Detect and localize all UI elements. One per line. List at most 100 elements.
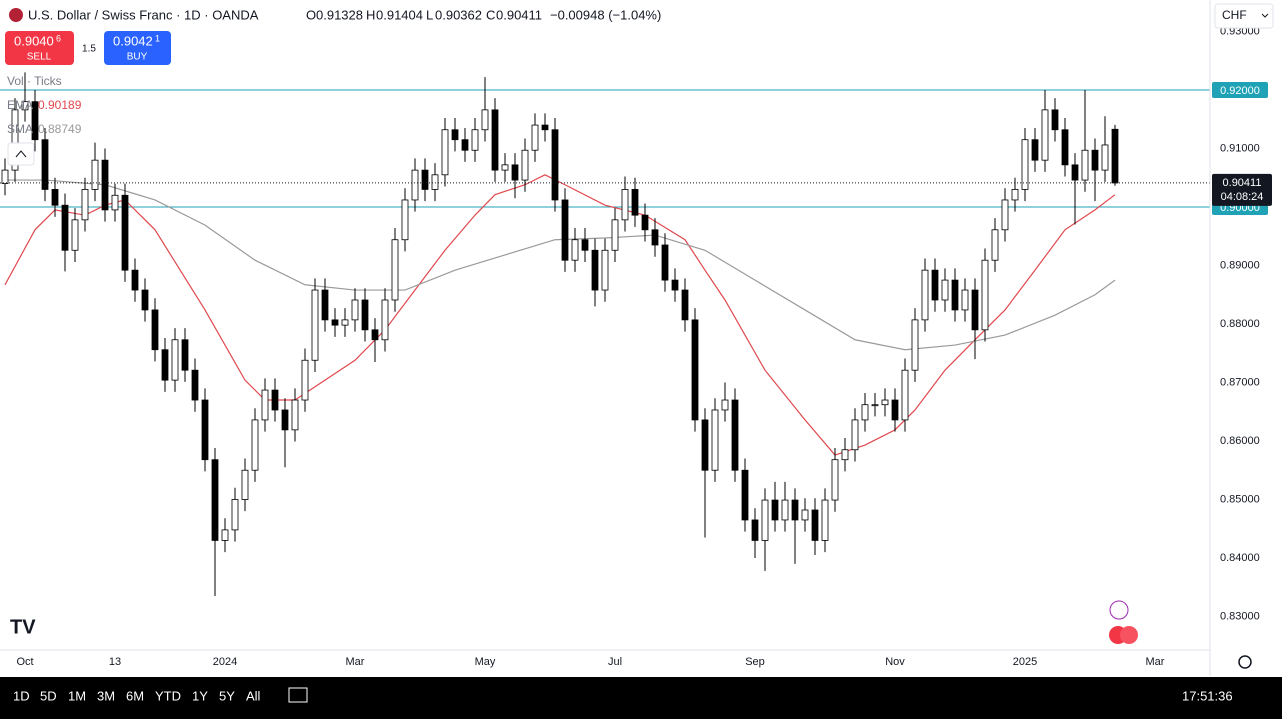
candle-body (1091, 149, 1099, 171)
candle-body (101, 159, 109, 211)
candle-body (941, 279, 949, 301)
x-tick-label: Mar (346, 656, 365, 668)
candle-body (131, 269, 139, 291)
candle-body (61, 204, 69, 251)
candle-body (801, 509, 809, 521)
candle-body (321, 289, 329, 321)
currency-select[interactable] (1214, 3, 1274, 29)
settings-icon[interactable] (1238, 655, 1252, 669)
candle-body (421, 169, 429, 190)
candle-body (571, 239, 579, 261)
close-label: C (486, 7, 495, 22)
candle-body (291, 399, 299, 431)
candle-body (1061, 129, 1069, 166)
buy-pip: 1 (155, 33, 160, 43)
change-value: −0.00948 (−1.04%) (550, 7, 661, 22)
candle-body (411, 169, 419, 201)
buy-button[interactable]: 0.9042 1 BUY (104, 31, 171, 65)
indicator-value: 0.88749 (38, 122, 82, 136)
candle-body (221, 529, 229, 541)
candle-body (521, 149, 529, 181)
candle-body (811, 509, 819, 541)
last-price-label: 0.90411 (1223, 177, 1262, 189)
candle-body (561, 199, 569, 261)
plot-area (0, 72, 1210, 597)
range-button[interactable]: 5Y (219, 688, 235, 703)
open-value: 0.91328 (316, 7, 363, 22)
candle-body (961, 289, 969, 311)
axes: 0.83000 0.84000 0.85000 0.86000 0.87000 0.880… (16, 25, 1272, 668)
flag-icon (9, 8, 23, 22)
candle-body (391, 239, 399, 301)
indicator-value: 0.90189 (38, 98, 82, 112)
last-price-badge (1212, 173, 1272, 206)
candle-body (721, 399, 729, 411)
candle-body (121, 194, 129, 271)
candle-body (1, 169, 9, 184)
range-button[interactable]: 5D (40, 688, 57, 703)
collapse-button[interactable] (7, 142, 35, 166)
y-tick-label: 0.88000 (1220, 318, 1260, 330)
candle-body (971, 289, 979, 331)
x-tick-label: Mar (1146, 656, 1165, 668)
range-button[interactable]: 3M (97, 688, 115, 703)
sell-label: SELL (27, 52, 52, 63)
candle-body (201, 399, 209, 461)
high-value: 0.91404 (376, 7, 423, 22)
candle-body (41, 139, 49, 190)
candle-body (531, 124, 539, 151)
candle-body (241, 469, 249, 500)
candle-body (861, 404, 869, 421)
y-tick-label: 0.83000 (1220, 610, 1260, 622)
event-icon[interactable] (1109, 600, 1129, 620)
date-range-icon[interactable] (288, 687, 308, 703)
candle-body (161, 349, 169, 381)
candle-body (111, 194, 119, 211)
range-button[interactable]: YTD (155, 688, 181, 703)
hline-label: 0.92000 (1220, 85, 1260, 97)
x-tick-label: Nov (885, 656, 905, 668)
range-buttons: 1D 5D 1M 3M 6M YTD 1Y 5Y All (13, 688, 261, 703)
candle-body (711, 409, 719, 471)
range-button[interactable]: 1D (13, 688, 30, 703)
candle-body (441, 129, 449, 176)
candle-body (581, 239, 589, 251)
candle-body (871, 404, 879, 407)
candle-body (191, 369, 199, 401)
candle-body (1011, 189, 1019, 201)
candle-body (401, 199, 409, 241)
candle-body (621, 189, 629, 221)
candle-body (821, 499, 829, 541)
candle-body (791, 499, 799, 521)
range-button[interactable]: 1M (68, 688, 86, 703)
volume-legend[interactable]: Vol · Ticks (7, 74, 62, 88)
sell-button[interactable]: 0.9040 6 SELL (5, 31, 74, 65)
candle-body (691, 319, 699, 421)
candle-body (141, 289, 149, 311)
candle-body (1101, 144, 1109, 171)
candle-body (431, 174, 439, 190)
sell-bg (5, 31, 74, 65)
candle-body (1111, 128, 1119, 184)
indicator-name[interactable]: EMA (7, 98, 33, 112)
candle-body (881, 399, 889, 406)
candle-body (381, 299, 389, 341)
flag-event[interactable] (1120, 626, 1138, 644)
range-button[interactable]: 6M (126, 688, 144, 703)
indicator-name[interactable]: SMA (7, 122, 33, 136)
candle-body (231, 499, 239, 531)
candle-body (271, 389, 279, 411)
candle-body (71, 219, 79, 251)
candle-body (851, 419, 859, 451)
range-button[interactable]: 1Y (192, 688, 208, 703)
buy-price: 0.9042 (113, 33, 153, 48)
candle-body (281, 409, 289, 431)
candle-body (471, 129, 479, 151)
candle-body (601, 249, 609, 291)
candle-body (311, 289, 319, 361)
candle-body (171, 339, 179, 381)
candle-body (31, 101, 39, 141)
range-button[interactable]: All (246, 688, 261, 703)
sell-price: 0.9040 (14, 33, 54, 48)
